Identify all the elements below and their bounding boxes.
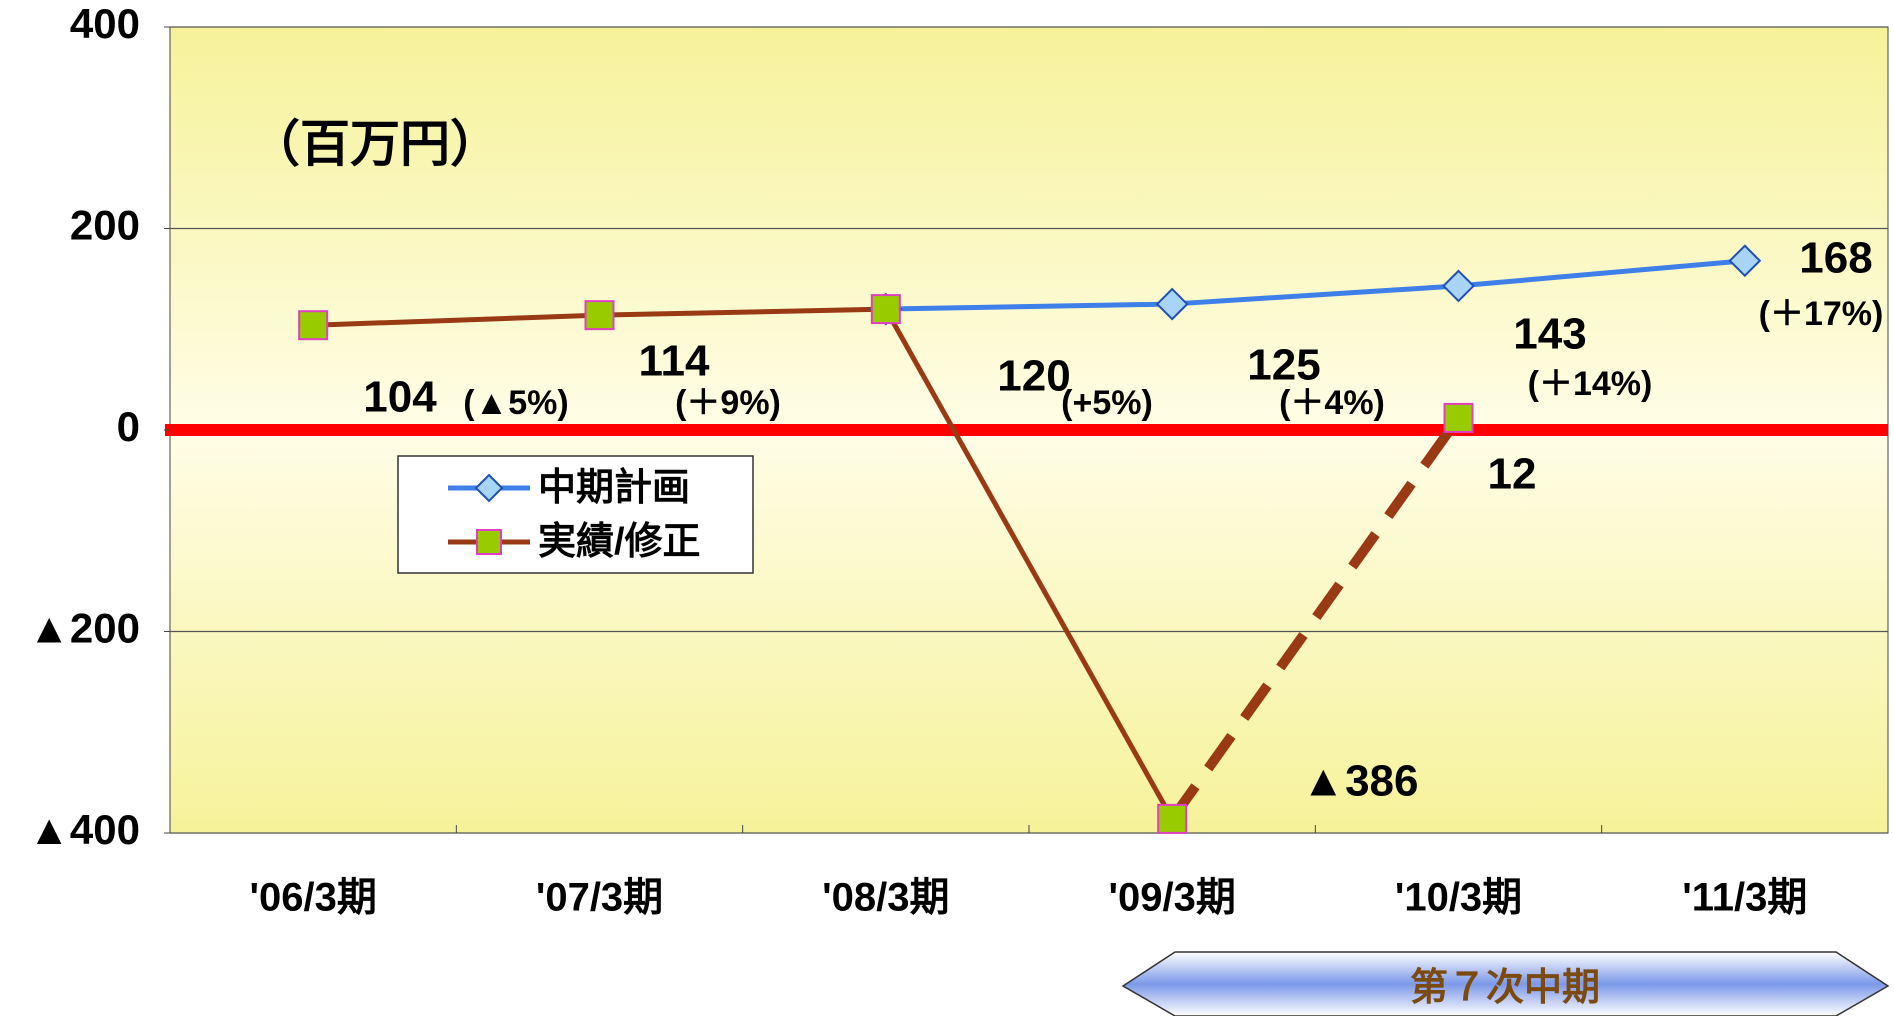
data-label: 143: [1513, 310, 1586, 359]
x-tick-label: '06/3期: [249, 876, 376, 920]
x-tick-label: '09/3期: [1108, 876, 1235, 920]
y-tick-label: ▲400: [28, 806, 140, 853]
annotation: (＋4%): [1279, 384, 1385, 422]
marker: [584, 300, 615, 331]
annotation: (▲5%): [463, 384, 568, 422]
data-label: 114: [639, 337, 711, 386]
data-label: 168: [1799, 234, 1872, 283]
data-label: 120: [997, 352, 1070, 401]
x-tick-label: '11/3期: [1682, 876, 1807, 920]
series-line: [1168, 415, 1463, 822]
series-line: [885, 301, 1173, 312]
y-tick-label: 400: [70, 0, 140, 47]
legend-marker: [476, 529, 502, 555]
marker: [1443, 402, 1474, 433]
data-label: ▲386: [1302, 757, 1419, 806]
legend: [397, 455, 754, 574]
marker: [1442, 269, 1475, 303]
unit-label: （百万円）: [250, 116, 500, 172]
marker: [1157, 803, 1188, 834]
series-line: [313, 312, 600, 328]
series-line: [599, 306, 886, 318]
annotation: (+5%): [1061, 384, 1153, 422]
x-tick-label: '08/3期: [822, 876, 949, 920]
series-line: [1172, 283, 1459, 307]
legend-marker: [474, 473, 504, 503]
annotation: (＋14%): [1528, 365, 1653, 403]
series-line: [883, 307, 1175, 821]
marker: [1155, 287, 1189, 321]
y-tick-label: 0: [117, 403, 140, 450]
banner-label: 第７次中期: [1410, 967, 1600, 1009]
data-label: 12: [1488, 450, 1537, 499]
marker: [870, 294, 901, 325]
marker: [1728, 244, 1762, 278]
x-tick-label: '07/3期: [536, 876, 663, 920]
annotation: (＋9%): [675, 384, 781, 422]
y-tick-label: 200: [70, 202, 140, 249]
y-tick-label: ▲200: [28, 605, 140, 652]
data-label: 125: [1247, 341, 1320, 390]
data-label: 104: [363, 373, 437, 422]
annotation: (＋17%): [1759, 295, 1884, 333]
marker: [298, 310, 329, 341]
x-tick-label: '10/3期: [1395, 876, 1522, 920]
legend-label: 実績/修正: [538, 521, 701, 563]
legend-label: 中期計画: [538, 467, 690, 509]
series-line: [1458, 258, 1746, 289]
